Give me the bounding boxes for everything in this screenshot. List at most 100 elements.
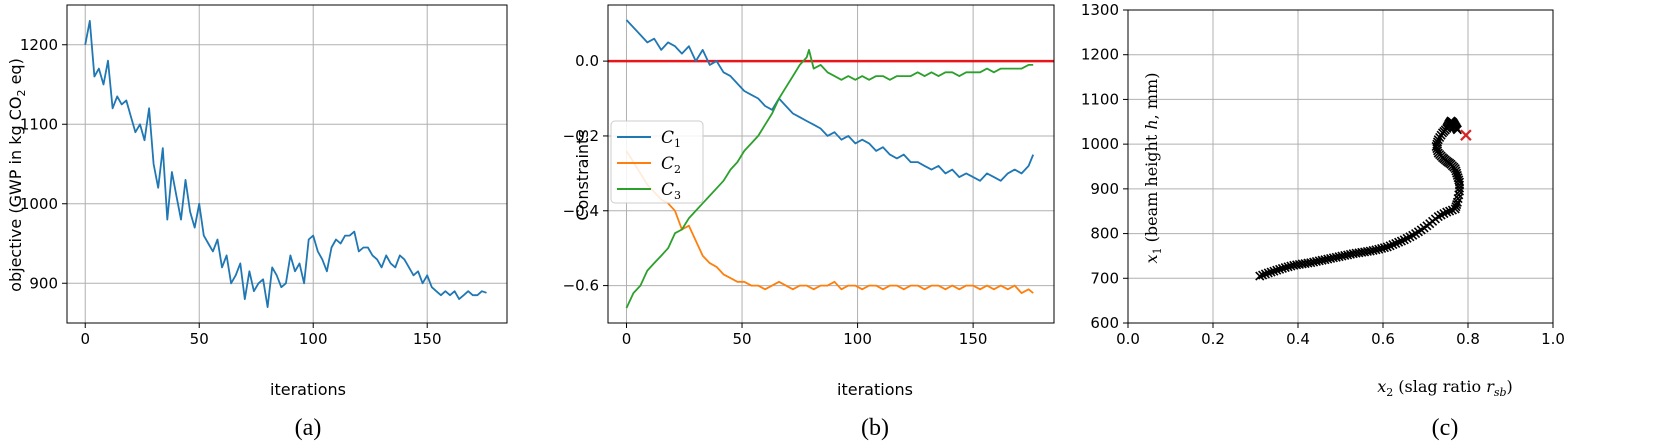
path-point-marker — [1452, 168, 1462, 178]
tick-label-y: 1200 — [20, 36, 58, 54]
ylabel-a: objective (GWP in kg CO2 eq) — [6, 58, 28, 292]
tick-label-y: 1000 — [1081, 135, 1119, 153]
tick-label-y: 1000 — [20, 195, 58, 213]
path-point-marker — [1300, 258, 1310, 269]
path-point-marker — [1413, 227, 1423, 237]
tick-label-y: −0.2 — [563, 127, 599, 145]
tick-label-y: 700 — [1090, 269, 1119, 287]
xlabel-b: iterations — [837, 380, 913, 399]
tick-label-y: 1100 — [1081, 90, 1119, 108]
tick-label-y: −0.4 — [563, 202, 599, 220]
tick-label-y: 1200 — [1081, 46, 1119, 64]
caption-b: (b) — [861, 415, 889, 441]
path-point-marker — [1388, 240, 1398, 250]
path-point-marker — [1432, 137, 1443, 147]
path-point-marker — [1396, 236, 1406, 246]
path-point-marker — [1391, 238, 1401, 248]
end-point-marker — [1460, 129, 1472, 141]
path-point-marker — [1382, 242, 1392, 252]
tick-label-x: 100 — [843, 330, 872, 348]
path-point-marker — [1445, 206, 1455, 216]
chart-b: 0 50 100 150 −0.6 −0.4 −0.2 0.0 C1 C2 C3 iteratio… — [563, 4, 1055, 441]
path-point-marker — [1272, 265, 1282, 275]
path-point-marker — [1283, 262, 1293, 272]
tick-label-x: 150 — [413, 330, 442, 348]
tick-label-x: 0 — [80, 330, 90, 348]
path-point-marker — [1430, 214, 1440, 224]
path-point-marker — [1454, 183, 1465, 193]
ticks-b: 0 50 100 150 −0.6 −0.4 −0.2 0.0 — [563, 52, 988, 348]
tick-label-y: 800 — [1090, 225, 1119, 243]
legend-label: C1 — [661, 128, 681, 150]
path-point-marker — [1452, 124, 1462, 134]
ticks-a: 0 50 100 150 900 1000 1100 1200 — [20, 36, 442, 348]
scatter-points-c — [1255, 116, 1472, 281]
axes-frame-a — [66, 4, 508, 324]
path-point-marker — [1255, 271, 1265, 281]
path-point-marker — [1451, 202, 1461, 212]
tick-label-x: 50 — [732, 330, 751, 348]
path-point-marker — [1385, 241, 1395, 251]
tick-label-x: 0.4 — [1286, 330, 1310, 348]
tick-label-x: 1.0 — [1541, 330, 1565, 348]
caption-a: (a) — [295, 415, 322, 441]
legend-box — [610, 120, 704, 204]
xlabel-a: iterations — [270, 380, 346, 399]
legend-label: C3 — [661, 180, 681, 202]
tick-label-y: 1300 — [1081, 1, 1119, 19]
path-point-marker — [1258, 270, 1268, 280]
ylabel-c: x1 (beam height h, mm) — [1142, 73, 1164, 264]
grid-c — [1127, 9, 1554, 324]
caption-c: (c) — [1432, 415, 1459, 441]
tick-label-x: 0.0 — [1116, 330, 1140, 348]
tick-label-x: 0.8 — [1456, 330, 1480, 348]
path-point-marker — [1432, 139, 1442, 149]
path-point-marker — [1317, 255, 1327, 265]
path-point-marker — [1263, 268, 1273, 278]
tick-label-x: 0.6 — [1371, 330, 1395, 348]
tick-label-x: 150 — [959, 330, 988, 348]
tick-label-x: 100 — [299, 330, 328, 348]
ticks-c: 0.0 0.2 0.4 0.6 0.8 1.0 600 700 800 900 1000 1100 12… — [1081, 1, 1565, 348]
tick-label-x: 0 — [622, 330, 632, 348]
tick-label-y: 900 — [1090, 180, 1119, 198]
path-point-marker — [1309, 257, 1319, 267]
legend-b: C1 C2 C3 — [610, 120, 704, 204]
tick-label-x: 0.2 — [1201, 330, 1225, 348]
xlabel-c: x2 (slag ratio rsb) — [1377, 377, 1513, 399]
path-point-marker — [1360, 247, 1370, 257]
path-point-marker — [1326, 253, 1336, 264]
path-point-marker — [1394, 237, 1404, 247]
tick-label-x: 50 — [190, 330, 209, 348]
path-point-marker — [1422, 221, 1432, 231]
chart-a: 0 50 100 150 900 1000 1100 1200 iterations obje… — [6, 4, 508, 441]
path-point-marker — [1439, 209, 1449, 219]
ylabel-b: Constraints — [573, 129, 592, 220]
path-point-marker — [1292, 260, 1302, 270]
path-point-marker — [1368, 245, 1378, 255]
path-point-marker — [1280, 262, 1290, 273]
legend-label: C2 — [661, 154, 681, 176]
tick-label-y: −0.6 — [563, 277, 599, 295]
path-point-marker — [1379, 243, 1389, 253]
chart-c: 0.0 0.2 0.4 0.6 0.8 1.0 600 700 800 900 1000 1100 12… — [1081, 1, 1565, 441]
series-line-objective — [84, 19, 487, 309]
path-point-marker — [1343, 250, 1353, 260]
path-point-marker — [1269, 266, 1279, 276]
tick-label-y: 900 — [29, 274, 58, 292]
plot-lines-a — [84, 19, 487, 309]
axes-frame-c — [1127, 9, 1554, 324]
series-line-c1 — [625, 19, 1035, 182]
path-point-marker — [1275, 264, 1285, 274]
axes-frame-b — [607, 4, 1055, 324]
path-point-marker — [1260, 269, 1270, 279]
path-point-marker — [1334, 252, 1344, 262]
path-point-marker — [1351, 248, 1361, 258]
path-point-marker — [1454, 175, 1464, 185]
path-point-marker — [1277, 263, 1287, 274]
path-point-marker — [1266, 267, 1276, 277]
tick-label-y: 600 — [1090, 314, 1119, 332]
plot-lines-b — [608, 19, 1054, 309]
path-point-marker — [1405, 232, 1415, 242]
